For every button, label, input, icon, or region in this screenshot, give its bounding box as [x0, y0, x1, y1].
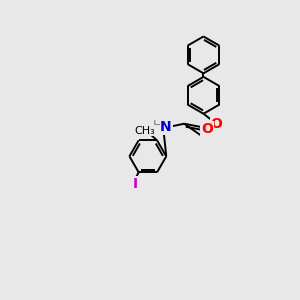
Text: O: O: [201, 122, 213, 136]
Text: N: N: [160, 121, 172, 134]
Text: H: H: [152, 119, 162, 133]
Text: O: O: [210, 117, 222, 131]
Text: CH₃: CH₃: [135, 125, 156, 136]
Text: I: I: [133, 177, 138, 190]
